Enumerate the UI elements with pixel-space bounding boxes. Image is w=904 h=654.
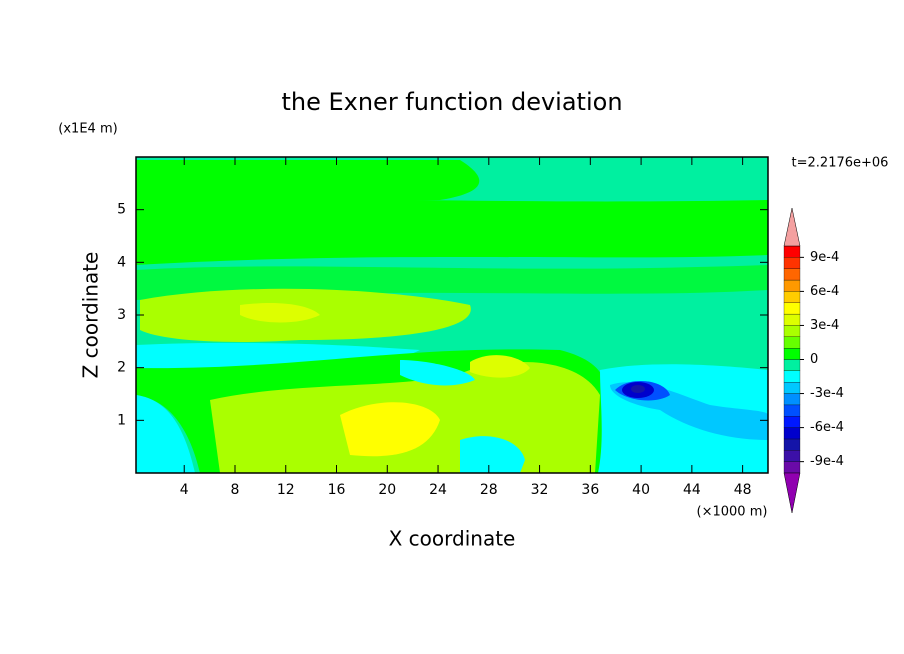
x-tick-label: 40 (632, 482, 650, 498)
colorbar-bin (783, 450, 801, 462)
colorbar-bin (783, 268, 801, 281)
colorbar-bin (783, 257, 801, 269)
colorbar-bin (783, 393, 801, 406)
colorbar-bin (783, 359, 801, 372)
y-tick-label: 1 (117, 412, 126, 428)
x-tick-label: 44 (683, 482, 701, 498)
time-label: t=2.2176e+06 (792, 156, 889, 171)
x-tick-label: 36 (581, 482, 599, 498)
y-unit: (x1E4 m) (58, 122, 117, 137)
colorbar-bin (783, 291, 801, 303)
colorbar-bin (783, 279, 801, 292)
y-tick-label: 3 (117, 307, 126, 323)
colorbar-bin (783, 336, 801, 349)
colorbar-bin (783, 438, 801, 451)
colorbar-over (783, 207, 801, 247)
colorbar-bin (783, 245, 801, 258)
x-tick-label: 28 (480, 482, 498, 498)
x-tick-label: 12 (277, 482, 295, 498)
y-tick-label: 5 (117, 202, 126, 218)
x-unit: (×1000 m) (697, 505, 768, 520)
x-tick-label: 8 (231, 482, 240, 498)
y-axis-title: Z coordinate (79, 252, 103, 379)
colorbar-bin (783, 416, 801, 428)
x-tick-label: 32 (531, 482, 549, 498)
colorbar-under (783, 472, 801, 514)
x-tick-label: 16 (328, 482, 346, 498)
colorbar-bin (783, 347, 801, 360)
colorbar-bin (783, 427, 801, 440)
colorbar-bin (783, 382, 801, 394)
x-tick-label: 48 (734, 482, 752, 498)
chart-title: the Exner function deviation (281, 88, 622, 116)
colorbar-bin (783, 313, 801, 326)
colorbar-tick-label: 0 (810, 352, 818, 367)
colorbar-bin (783, 325, 801, 337)
contour-field (136, 157, 768, 473)
x-axis-title: X coordinate (389, 527, 516, 551)
colorbar-tick-label: 6e-4 (810, 284, 839, 299)
x-tick-label: 24 (429, 482, 447, 498)
colorbar-tick-label: -6e-4 (810, 420, 844, 435)
x-tick-label: 4 (180, 482, 189, 498)
colorbar-bin (783, 302, 801, 315)
colorbar-tick-label: 9e-4 (810, 250, 839, 265)
colorbar-tick-label: -3e-4 (810, 386, 844, 401)
colorbar-bin (783, 404, 801, 417)
y-tick-label: 2 (117, 360, 126, 376)
colorbar-tick-label: 3e-4 (810, 318, 839, 333)
colorbar-tick-label: -9e-4 (810, 454, 844, 469)
x-tick-label: 20 (378, 482, 396, 498)
y-tick-label: 4 (117, 254, 126, 270)
colorbar-bin (783, 461, 801, 474)
colorbar-bin (783, 370, 801, 383)
